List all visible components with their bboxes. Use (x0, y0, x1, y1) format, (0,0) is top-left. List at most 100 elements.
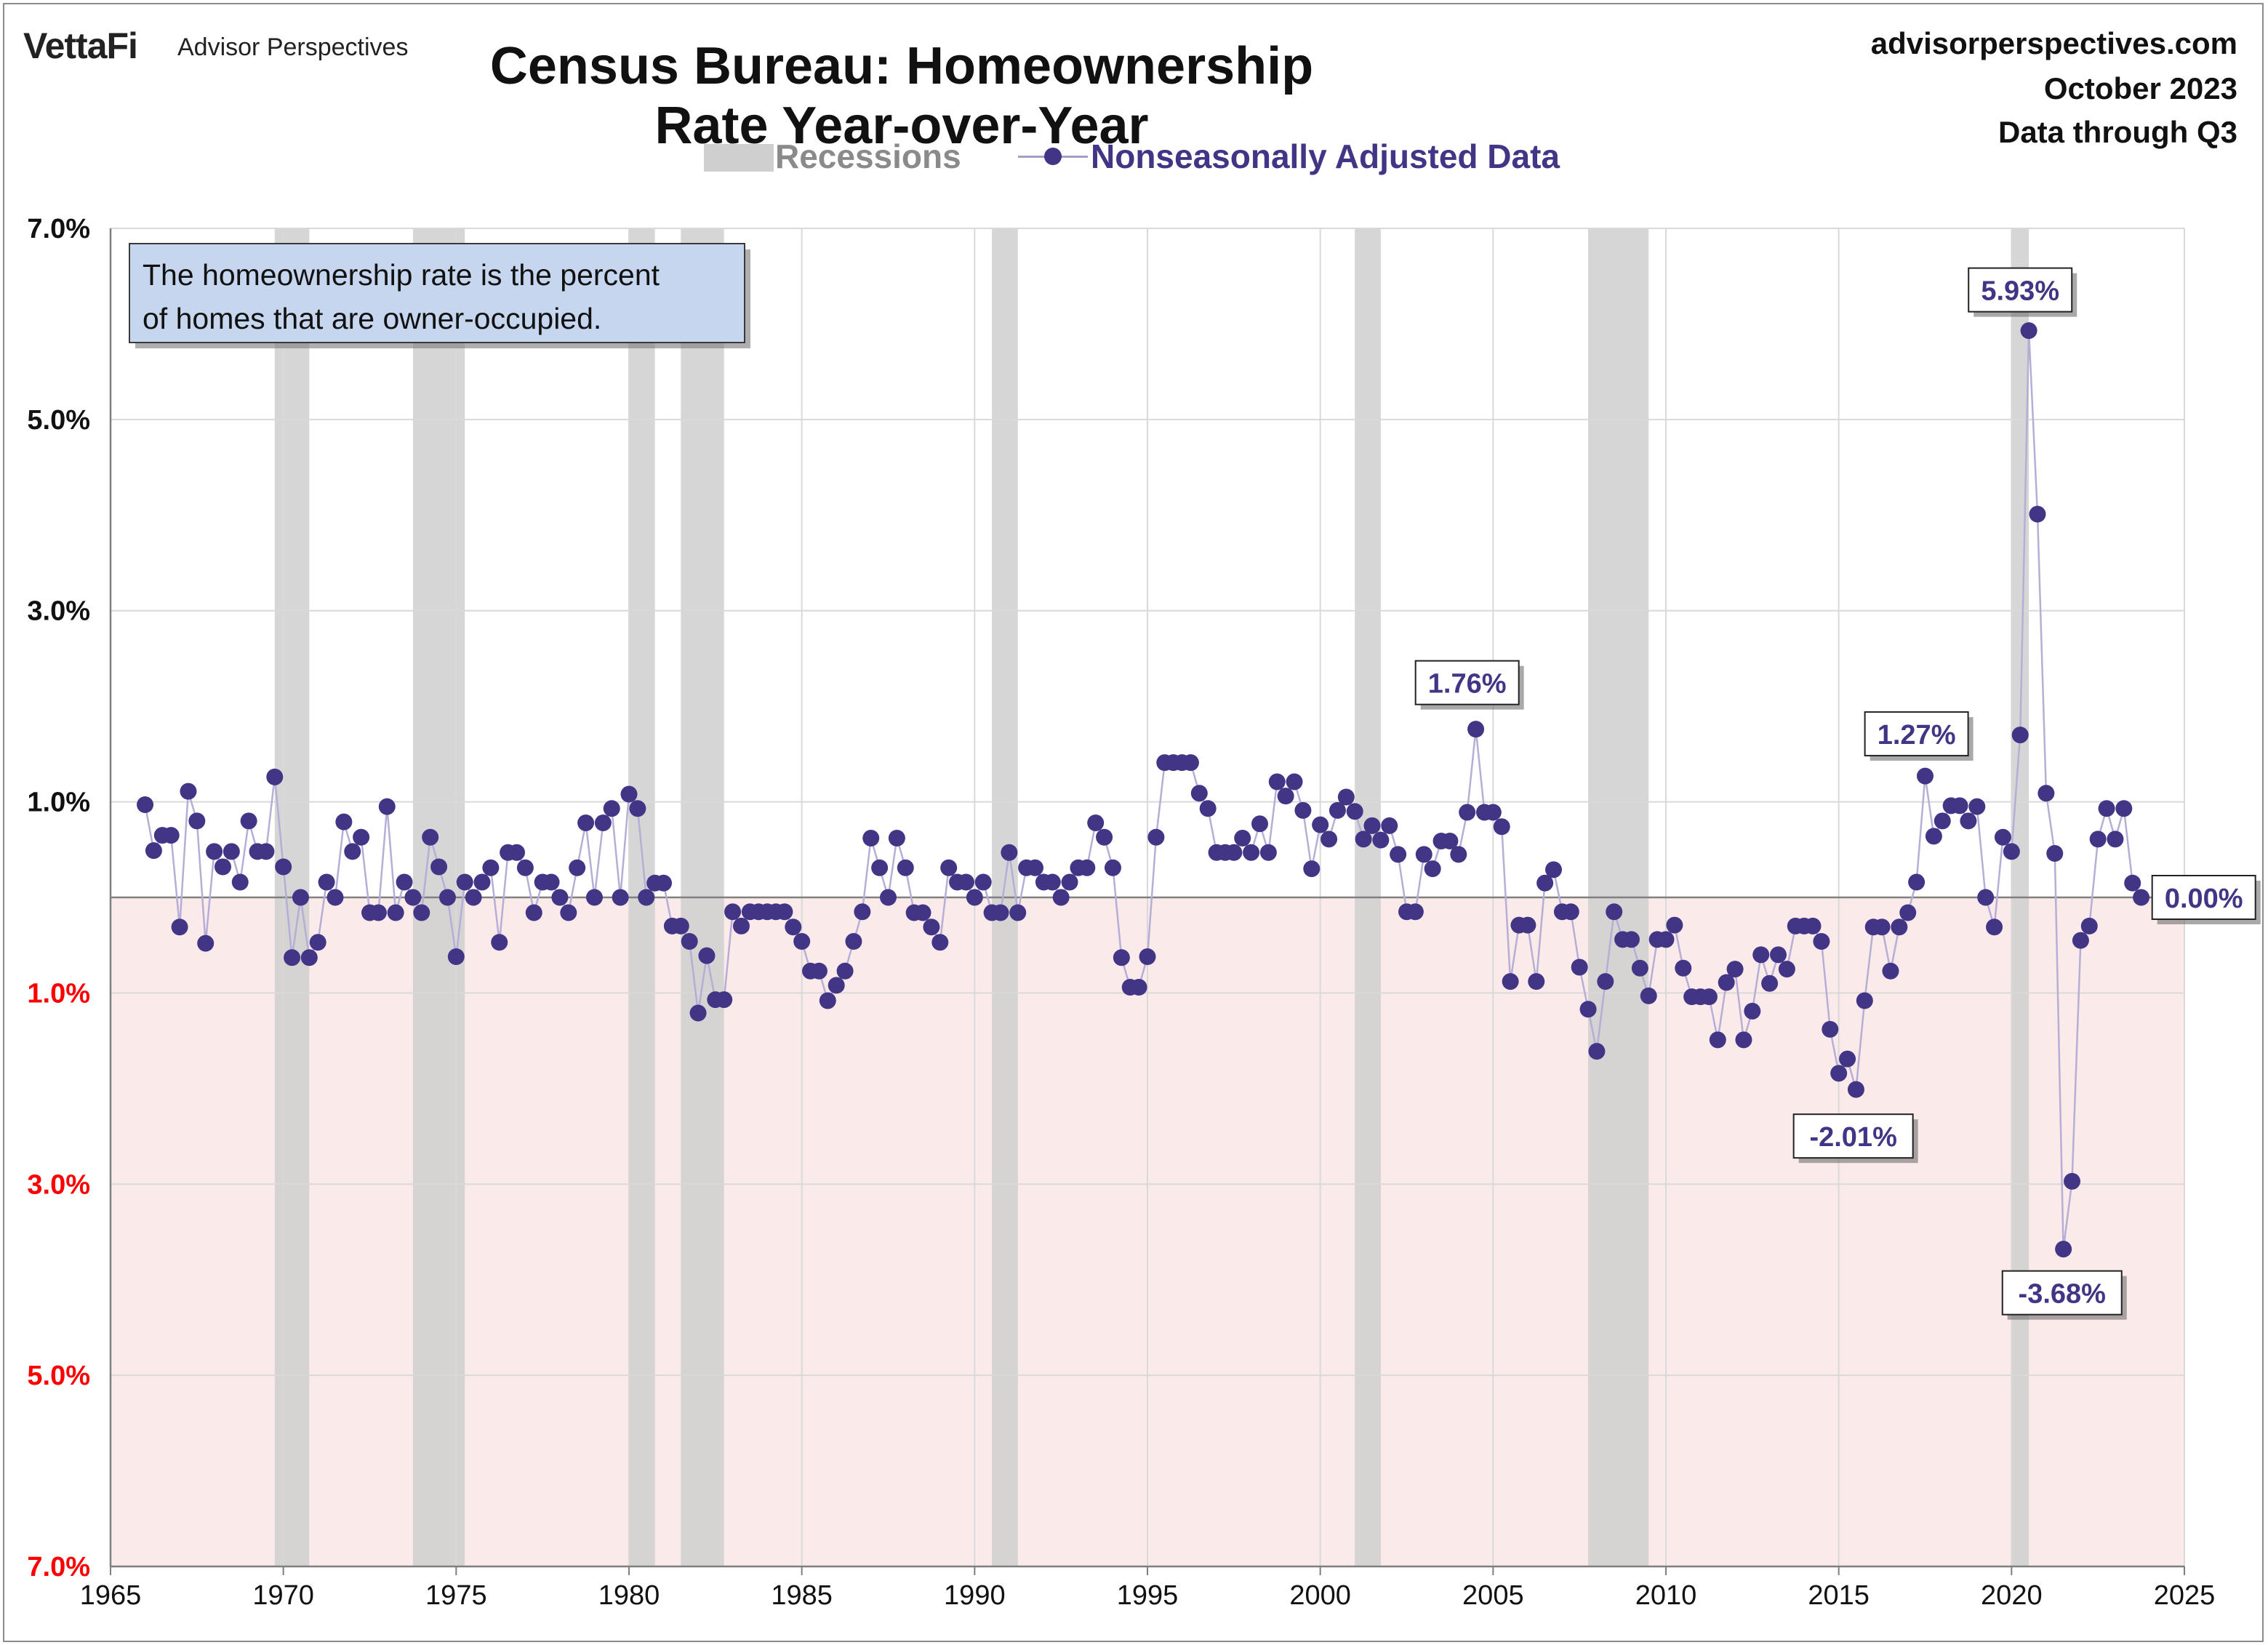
y-tick-label: 7.0% (27, 214, 90, 244)
series-point (344, 843, 361, 860)
series-point (732, 917, 750, 934)
series-point (1259, 844, 1277, 861)
series-point (1484, 804, 1502, 821)
legend-series-marker (1044, 148, 1062, 165)
series-point (1761, 974, 1779, 992)
series-point (214, 858, 231, 876)
series-point (871, 859, 889, 876)
series-point (145, 842, 162, 860)
series-point (1355, 830, 1372, 848)
series-point (1303, 860, 1321, 878)
series-point (992, 904, 1009, 921)
series-point (223, 843, 240, 860)
series-point (508, 844, 526, 861)
series-point (569, 859, 586, 876)
series-point (854, 903, 871, 921)
series-point (266, 768, 284, 785)
series-point (1424, 860, 1441, 878)
data-callout-label: -3.68% (2019, 1279, 2106, 1310)
series-point (240, 812, 257, 830)
data-callout: -3.68% (2001, 1270, 2127, 1320)
series-point (1225, 844, 1243, 861)
series-point (422, 828, 439, 846)
series-point (577, 814, 595, 831)
series-point (1804, 917, 1822, 934)
series-point (585, 889, 603, 906)
data-callout: 0.00% (2151, 875, 2261, 924)
series-point (171, 918, 188, 936)
series-point (560, 904, 577, 921)
series-point (1234, 830, 1251, 847)
series-point (836, 962, 854, 980)
data-callout-label: 0.00% (2165, 884, 2243, 914)
series-point (1096, 828, 1113, 846)
series-point (655, 874, 673, 892)
series-point (1571, 958, 1588, 976)
legend-series-label: Nonseasonally Adjusted Data (1091, 137, 1560, 175)
series-point (231, 873, 249, 891)
source-site: advisorperspectives.com (1870, 26, 2237, 60)
series-point (2089, 830, 2107, 848)
series-point (257, 843, 275, 860)
chart-title: Census Bureau: Homeownership Rate Year-o… (489, 37, 1314, 155)
series-point (862, 830, 880, 847)
series-point (1312, 816, 1329, 833)
series-point (1917, 767, 1934, 785)
series-point (1502, 973, 1519, 990)
data-callout-label: 1.27% (1878, 720, 1956, 751)
series-point (672, 917, 689, 934)
series-point (923, 918, 940, 936)
series-point (931, 934, 949, 951)
y-tick-label: 5.0% (27, 1361, 90, 1391)
series-point (456, 873, 473, 891)
series-point (309, 934, 326, 951)
series-point (1545, 861, 1563, 878)
series-point (1951, 797, 1968, 815)
x-tick-label: 2000 (1289, 1580, 1351, 1611)
note-line-2: of homes that are owner-occupied. (143, 302, 601, 335)
series-point (1078, 859, 1096, 876)
series-point (2115, 800, 2133, 817)
data-callout-label: 5.93% (1981, 276, 2059, 307)
series-point (2098, 800, 2115, 817)
series-point (2029, 505, 2046, 523)
legend-recessions-swatch (704, 144, 774, 172)
brand-logo: VettaFi (23, 25, 138, 66)
series-point (1467, 721, 1485, 738)
x-tick-label: 2025 (2154, 1580, 2216, 1611)
data-through: Data through Q3 (1997, 115, 2237, 149)
series-point (1822, 1020, 1839, 1038)
y-tick-label: 7.0% (27, 1552, 90, 1582)
series-point (2072, 932, 2089, 949)
series-point (1631, 959, 1648, 977)
series-point (378, 798, 396, 815)
series-point (335, 813, 353, 830)
series-point (1847, 1081, 1864, 1098)
series-point (716, 991, 733, 1009)
brand-subtitle: Advisor Perspectives (177, 33, 409, 61)
series-point (1130, 979, 1147, 996)
x-tick-label: 1995 (1117, 1580, 1179, 1611)
series-point (1043, 873, 1061, 891)
series-point (1277, 788, 1294, 805)
series-point (1346, 803, 1363, 820)
series-point (2055, 1241, 2072, 1258)
series-point (1899, 904, 1917, 921)
series-point (776, 903, 793, 921)
series-point (1709, 1031, 1726, 1049)
series-point (438, 889, 456, 906)
series-point (1813, 932, 1830, 950)
series-point (828, 977, 845, 994)
x-tick-label: 2010 (1635, 1580, 1697, 1611)
series-point (1873, 918, 1891, 936)
x-tick-label: 1970 (252, 1580, 314, 1611)
series-point (465, 889, 482, 906)
series-point (1190, 785, 1208, 802)
series-point (1104, 859, 1121, 876)
series-point (525, 904, 542, 921)
series-point (387, 904, 404, 921)
series-point (1251, 815, 1268, 833)
series-point (1329, 801, 1346, 819)
series-point (2020, 322, 2037, 340)
series-point (482, 859, 500, 876)
